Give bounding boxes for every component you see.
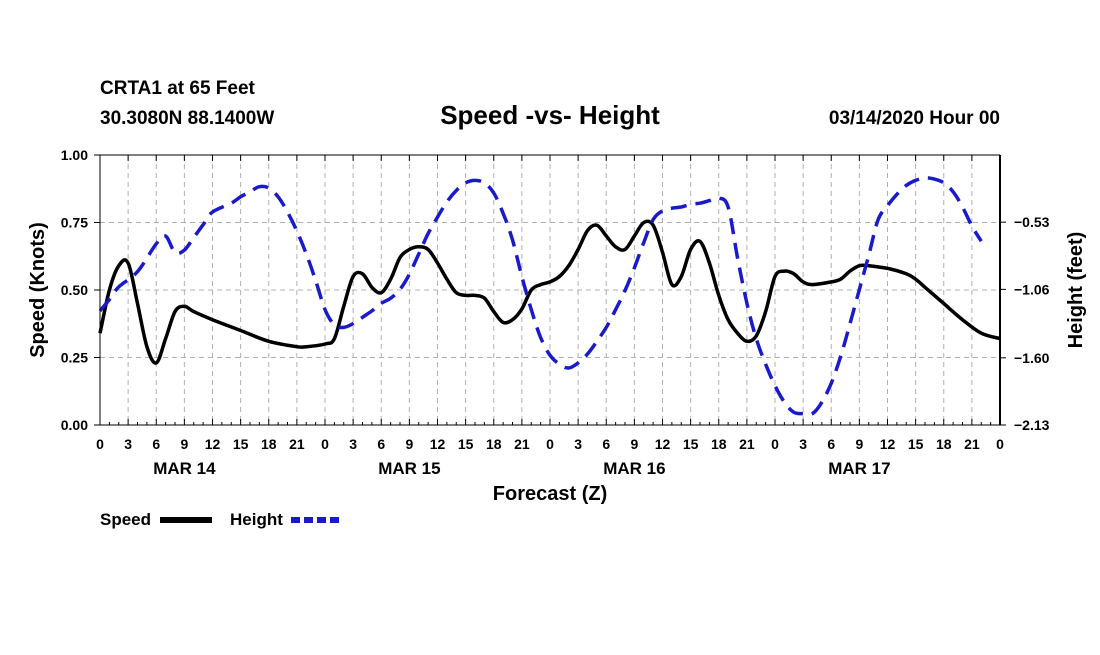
coords-label: 30.3080N 88.1400W <box>100 108 274 129</box>
x-tick-label: 9 <box>180 436 188 452</box>
x-tick-label: 9 <box>630 436 638 452</box>
x-axis-title: Forecast (Z) <box>493 483 607 505</box>
x-day-label: MAR 14 <box>153 459 216 478</box>
x-tick-label: 0 <box>321 436 329 452</box>
x-tick-label: 6 <box>602 436 610 452</box>
y-left-tick-label: 0.00 <box>61 417 88 433</box>
y-right-tick-label: −1.60 <box>1014 350 1050 366</box>
x-tick-label: 3 <box>124 436 132 452</box>
x-day-label: MAR 16 <box>603 459 665 478</box>
y-right-tick-label: −2.13 <box>1014 417 1050 433</box>
x-tick-label: 21 <box>289 436 305 452</box>
x-tick-label: 0 <box>546 436 554 452</box>
x-tick-label: 3 <box>574 436 582 452</box>
y-left-tick-label: 1.00 <box>61 147 88 163</box>
x-tick-label: 15 <box>458 436 474 452</box>
x-tick-label: 3 <box>799 436 807 452</box>
y-axis-left-title: Speed (Knots) <box>27 222 49 358</box>
series-line-speed <box>98 219 1001 365</box>
axes: 0 3 6 9 12 15 18 21 0 3 6 9 12 15 18 21 0 3 6 9 12 15 18 21 0 3 6 9… <box>61 147 1050 478</box>
x-tick-label: 12 <box>205 436 221 452</box>
x-tick-label: 18 <box>711 436 727 452</box>
x-day-label: MAR 17 <box>828 459 890 478</box>
x-tick-label: 12 <box>430 436 446 452</box>
x-day-label: MAR 15 <box>378 459 440 478</box>
station-label: CRTA1 at 65 Feet <box>100 78 256 99</box>
x-tick-label: 18 <box>486 436 502 452</box>
x-tick-label: 6 <box>827 436 835 452</box>
x-tick-label: 15 <box>908 436 924 452</box>
x-tick-label: 18 <box>936 436 952 452</box>
x-tick-label: 18 <box>261 436 277 452</box>
y-axis-right-title: Height (feet) <box>1065 232 1087 349</box>
y-left-tick-label: 0.25 <box>61 350 88 366</box>
grid-lines <box>100 155 1000 425</box>
x-tick-label: 12 <box>655 436 671 452</box>
x-tick-label: 0 <box>96 436 104 452</box>
series-layer <box>98 176 1001 417</box>
x-tick-label: 0 <box>996 436 1004 452</box>
x-tick-label: 3 <box>349 436 357 452</box>
x-tick-label: 15 <box>683 436 699 452</box>
chart-title: Speed -vs- Height <box>440 100 660 130</box>
y-right-tick-label: −0.53 <box>1014 214 1050 230</box>
x-tick-label: 9 <box>855 436 863 452</box>
legend-speed-label: Speed <box>100 510 151 529</box>
x-tick-label: 21 <box>514 436 530 452</box>
series-line-height <box>98 176 983 417</box>
x-tick-label: 12 <box>880 436 896 452</box>
y-left-tick-label: 0.75 <box>61 215 88 231</box>
x-tick-label: 21 <box>739 436 755 452</box>
y-right-tick-label: −1.06 <box>1014 281 1050 297</box>
y-left-tick-label: 0.50 <box>61 282 88 298</box>
x-tick-label: 6 <box>377 436 385 452</box>
x-tick-label: 6 <box>152 436 160 452</box>
legend-height-label: Height <box>230 510 283 529</box>
x-tick-label: 0 <box>771 436 779 452</box>
x-tick-label: 9 <box>405 436 413 452</box>
run-time-label: 03/14/2020 Hour 00 <box>829 108 1000 129</box>
x-tick-label: 15 <box>233 436 249 452</box>
x-tick-label: 21 <box>964 436 980 452</box>
